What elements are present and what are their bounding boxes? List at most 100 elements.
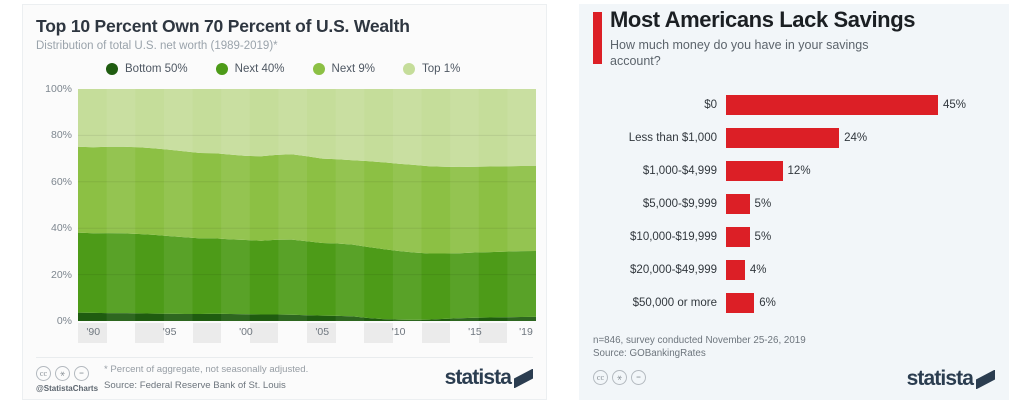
left-chart-plot-area: 0% 20% 40% 60% 80% 100% '90 '95 '00 '05 '10 '15 '19 bbox=[36, 83, 536, 343]
legend-swatch-icon bbox=[106, 63, 118, 75]
cc-icon: cc bbox=[593, 370, 608, 385]
left-chart-source: Source: Federal Reserve Bank of St. Loui… bbox=[104, 380, 286, 391]
bar-row[interactable]: $20,000-$49,999 4% bbox=[593, 253, 993, 286]
statista-logo-right: statista bbox=[907, 367, 995, 391]
cc-equals-icon: = bbox=[631, 370, 646, 385]
x-tick-label: '90 bbox=[86, 326, 101, 338]
x-tick-label: '10 bbox=[391, 326, 406, 338]
bar-value-label: 12% bbox=[787, 164, 811, 177]
y-tick-label: 40% bbox=[50, 222, 72, 235]
bar-fill bbox=[726, 193, 750, 214]
bar-category-label: $0 bbox=[704, 98, 717, 111]
right-chart-subtitle: How much money do you have in your savin… bbox=[610, 38, 869, 68]
plot-stripe bbox=[221, 89, 250, 321]
left-chart-footnote: * Percent of aggregate, not seasonally a… bbox=[104, 364, 309, 375]
legend-swatch-icon bbox=[215, 63, 228, 75]
statista-mark-icon bbox=[976, 369, 995, 389]
x-axis-band bbox=[192, 323, 222, 343]
legend-item-1[interactable]: Next 40% bbox=[215, 63, 285, 75]
x-axis-band bbox=[249, 323, 279, 343]
x-axis-band bbox=[78, 323, 107, 343]
x-tick-label: '15 bbox=[468, 326, 482, 338]
stacked-area-plot bbox=[78, 89, 536, 321]
bar-category-label: $5,000-$9,999 bbox=[642, 197, 717, 210]
y-tick-label: 20% bbox=[50, 268, 72, 281]
statista-wordmark: statista bbox=[906, 367, 974, 390]
cc-by-person-icon: ⚹ bbox=[55, 366, 70, 381]
bar-fill bbox=[726, 127, 840, 148]
bar-category-label: $50,000 or more bbox=[632, 296, 717, 309]
x-tick-label: '00 bbox=[239, 326, 253, 338]
plot-stripe bbox=[163, 89, 193, 321]
y-tick-label: 100% bbox=[45, 83, 72, 95]
bar-value-label: 45% bbox=[943, 98, 967, 111]
y-tick-label: 60% bbox=[50, 175, 72, 188]
left-chart-card: Top 10 Percent Own 70 Percent of U.S. We… bbox=[22, 4, 547, 400]
legend-label: Top 1% bbox=[421, 63, 461, 75]
right-chart-sample-note: n=846, survey conducted November 25-26, … bbox=[593, 335, 806, 346]
area-band bbox=[78, 89, 536, 167]
x-tick-label: '19 bbox=[519, 326, 533, 338]
plot-stripe bbox=[335, 89, 365, 321]
title-accent-bar bbox=[593, 12, 602, 64]
y-tick-label: 0% bbox=[56, 315, 72, 327]
bar-row[interactable]: $1,000-$4,999 12% bbox=[593, 154, 993, 187]
right-chart-title: Most Americans Lack Savings bbox=[610, 7, 916, 32]
bar-fill bbox=[726, 160, 783, 181]
bar-row[interactable]: $5,000-$9,999 5% bbox=[593, 187, 993, 220]
right-chart-footer: cc ⚹ = statista bbox=[593, 367, 995, 397]
statista-logo-left: statista bbox=[445, 366, 533, 390]
bar-fill bbox=[726, 226, 750, 247]
x-axis-band bbox=[364, 323, 393, 343]
statista-handle: @StatistaCharts bbox=[36, 384, 99, 393]
area-band bbox=[78, 146, 536, 254]
x-axis-band bbox=[478, 323, 508, 343]
bar-row[interactable]: $10,000-$19,999 5% bbox=[593, 220, 993, 253]
creative-commons-icons: cc ⚹ = bbox=[36, 366, 89, 381]
area-band bbox=[78, 232, 536, 320]
cc-icon: cc bbox=[36, 366, 51, 381]
bar-value-label: 24% bbox=[844, 131, 868, 144]
bar-row[interactable]: $50,000 or more 6% bbox=[593, 286, 993, 319]
bar-row[interactable]: $0 45% bbox=[593, 88, 993, 121]
legend-label: Next 9% bbox=[331, 63, 375, 75]
stacked-area-svg bbox=[78, 89, 536, 321]
x-tick-label: '95 bbox=[162, 326, 177, 338]
right-chart-panel: Most Americans Lack Savings How much mon… bbox=[579, 4, 1009, 400]
left-chart-footer: cc ⚹ = @StatistaCharts * Percent of aggr… bbox=[36, 357, 533, 398]
legend-label: Next 40% bbox=[234, 63, 285, 75]
left-chart-legend: Bottom 50% Next 40% Next 9% Top 1% bbox=[106, 63, 460, 75]
legend-item-0[interactable]: Bottom 50% bbox=[106, 63, 188, 75]
plot-stripe bbox=[507, 89, 536, 321]
right-chart-card: Most Americans Lack Savings How much mon… bbox=[571, 0, 1017, 413]
area-band bbox=[78, 312, 536, 321]
legend-item-2[interactable]: Next 9% bbox=[312, 63, 375, 75]
right-chart-note: n=846, survey conducted November 25-26, … bbox=[593, 334, 806, 360]
creative-commons-icons-right: cc ⚹ = bbox=[593, 370, 646, 385]
bar-category-label: $1,000-$4,999 bbox=[642, 164, 717, 177]
legend-label: Bottom 50% bbox=[125, 63, 188, 75]
plot-stripe bbox=[106, 89, 136, 321]
bar-fill bbox=[726, 292, 755, 313]
bar-value-label: 6% bbox=[759, 296, 776, 309]
savings-bar-list: $0 45% Less than $1,000 24% $1,000-$4,999 12%… bbox=[593, 88, 993, 319]
legend-swatch-icon bbox=[312, 63, 325, 75]
right-chart-source: Source: GOBankingRates bbox=[593, 348, 706, 359]
x-axis-band bbox=[135, 323, 164, 343]
y-axis-labels: 0% 20% 40% 60% 80% 100% bbox=[36, 83, 72, 327]
legend-item-3[interactable]: Top 1% bbox=[402, 63, 461, 75]
bar-category-label: Less than $1,000 bbox=[628, 131, 717, 144]
plot-stripe bbox=[392, 89, 422, 321]
left-chart-title: Top 10 Percent Own 70 Percent of U.S. We… bbox=[36, 16, 410, 36]
x-axis-band bbox=[421, 323, 451, 343]
cc-equals-icon: = bbox=[74, 366, 89, 381]
bar-fill bbox=[726, 259, 745, 280]
left-chart-panel: Top 10 Percent Own 70 Percent of U.S. We… bbox=[22, 4, 547, 400]
bar-value-label: 5% bbox=[754, 197, 772, 210]
plot-stripe bbox=[278, 89, 308, 321]
cc-by-person-icon: ⚹ bbox=[612, 370, 627, 385]
y-tick-label: 80% bbox=[50, 129, 72, 142]
bar-value-label: 5% bbox=[754, 230, 772, 243]
bar-row[interactable]: Less than $1,000 24% bbox=[593, 121, 993, 154]
